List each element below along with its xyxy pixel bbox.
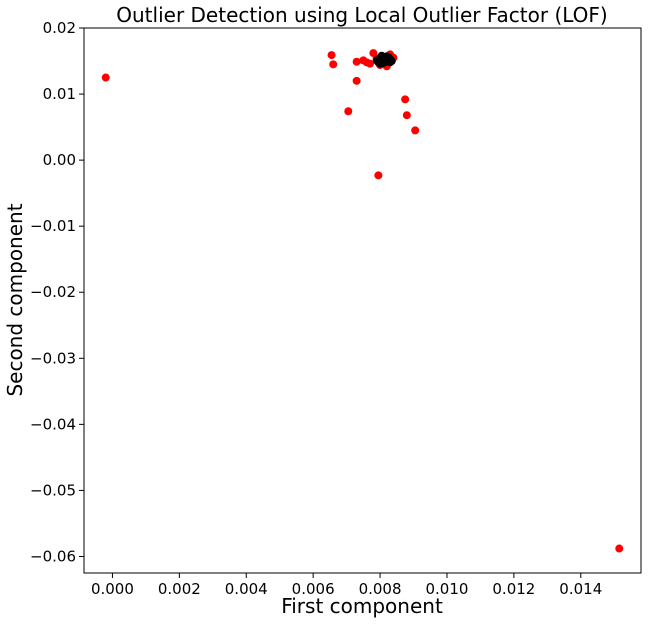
outlier-point-4 [352,57,361,66]
chart-title: Outlier Detection using Local Outlier Fa… [116,3,607,27]
y-tick-label: 0.01 [43,85,76,103]
outlier-point-1 [327,51,336,60]
outlier-point-3 [344,107,353,116]
x-tick-label: 0.010 [425,580,468,598]
outlier-point-15 [374,171,383,180]
outlier-point-0 [101,73,110,82]
inlier-point-16 [387,57,396,66]
plot-area-frame [83,27,642,574]
y-axis-ticks: 0.02 0.01 0.00 −0.01 −0.02 −0.03 −0.04 −0.05 −0.… [30,19,84,565]
outlier-point-2 [329,60,338,69]
inlier-point-15 [374,58,383,67]
x-tick-label: 0.014 [559,580,602,598]
x-axis-ticks: 0.000 0.002 0.004 0.006 0.008 0.010 0.012 0.014 [91,573,602,598]
outlier-point-18 [411,126,420,135]
outlier-point-19 [615,544,624,553]
y-tick-label: −0.06 [30,547,76,565]
y-tick-label: −0.01 [30,217,76,235]
outlier-point-16 [401,95,410,104]
y-tick-label: −0.05 [30,481,76,499]
y-axis-title: Second component [3,203,27,396]
x-axis-title: First component [281,594,443,618]
x-tick-label: 0.008 [359,580,402,598]
outlier-point-5 [352,76,361,85]
x-tick-label: 0.006 [292,580,335,598]
outlier-point-17 [402,111,411,120]
x-tick-label: 0.000 [91,580,134,598]
x-tick-label: 0.002 [158,580,201,598]
outlier-point-8 [366,59,375,68]
y-tick-label: −0.03 [30,349,76,367]
x-tick-label: 0.004 [225,580,268,598]
y-tick-label: −0.02 [30,283,76,301]
y-tick-label: 0.00 [43,151,76,169]
x-tick-label: 0.012 [492,580,535,598]
y-tick-label: 0.02 [43,19,76,37]
points-layer [101,49,624,553]
inlier-point-14 [377,51,386,60]
y-tick-label: −0.04 [30,415,76,433]
